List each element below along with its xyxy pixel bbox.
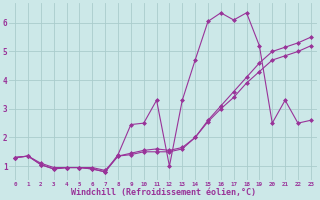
X-axis label: Windchill (Refroidissement éolien,°C): Windchill (Refroidissement éolien,°C) [70,188,255,197]
